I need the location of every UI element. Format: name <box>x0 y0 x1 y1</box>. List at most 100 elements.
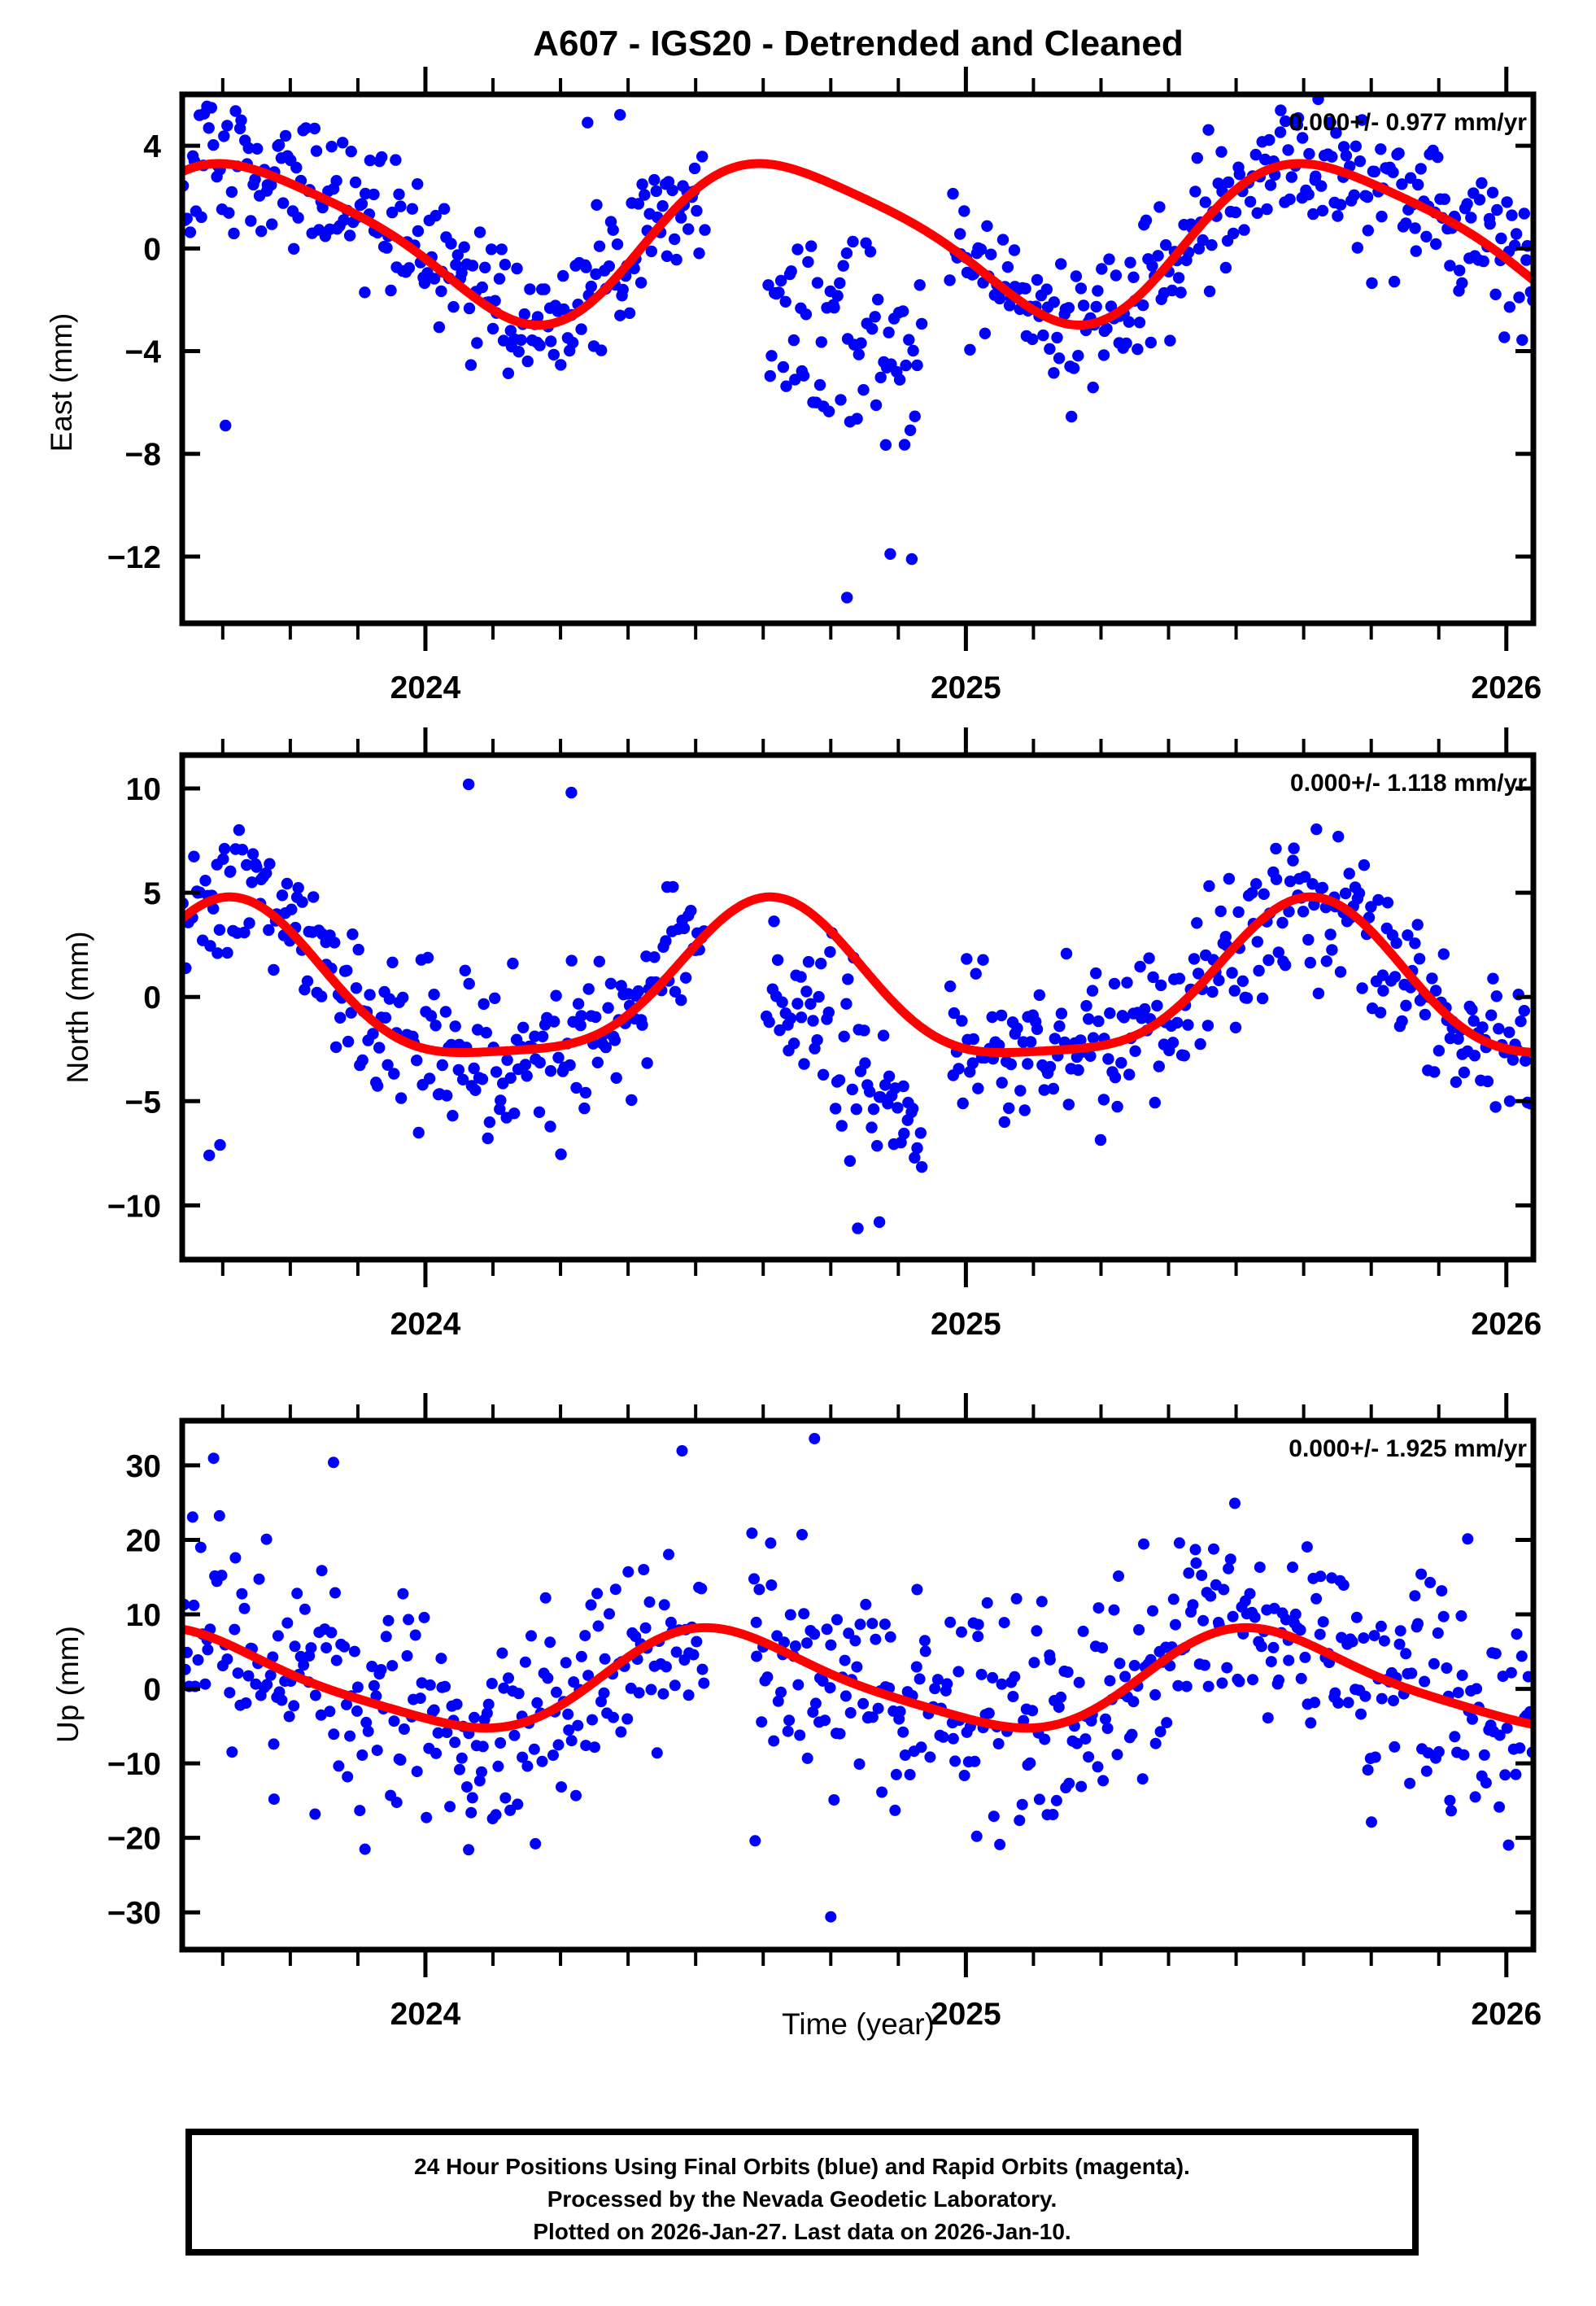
data-point <box>867 1103 880 1116</box>
data-point <box>578 1102 591 1115</box>
data-point <box>286 903 298 915</box>
data-point <box>1480 1777 1492 1788</box>
data-point <box>1224 1553 1236 1566</box>
data-point <box>229 1623 241 1636</box>
data-point <box>1007 1691 1019 1702</box>
data-point <box>911 1142 923 1155</box>
data-point <box>441 1727 453 1739</box>
data-point <box>1466 1003 1478 1015</box>
data-point <box>334 1011 347 1024</box>
data-point <box>1040 283 1053 295</box>
data-point <box>947 187 959 200</box>
data-point <box>1305 1717 1317 1729</box>
data-point <box>531 1697 543 1709</box>
data-point <box>585 280 597 293</box>
data-point <box>890 1768 902 1780</box>
data-point <box>1086 985 1099 997</box>
data-point <box>382 1614 395 1627</box>
data-point <box>1478 1749 1490 1761</box>
data-point <box>817 1068 830 1081</box>
data-point <box>260 867 273 880</box>
data-point <box>471 337 483 349</box>
data-point <box>1354 155 1367 168</box>
data-point <box>292 212 304 224</box>
data-point <box>466 1792 478 1804</box>
data-point <box>638 1564 650 1575</box>
data-point <box>864 246 877 258</box>
data-point <box>844 1707 857 1719</box>
data-point <box>874 371 887 384</box>
data-point <box>228 227 240 240</box>
seasonal-model-line <box>182 1622 1533 1733</box>
data-point <box>860 1598 872 1610</box>
data-point <box>1118 1011 1131 1024</box>
data-point <box>1146 260 1158 272</box>
data-point <box>383 993 396 1005</box>
data-point <box>1515 1650 1528 1662</box>
data-point <box>469 1711 480 1723</box>
data-point <box>772 1695 784 1707</box>
data-point <box>1110 269 1123 282</box>
data-point <box>1284 876 1297 888</box>
data-point <box>634 277 648 289</box>
data-point <box>1454 264 1466 277</box>
data-point <box>1288 842 1300 854</box>
data-point <box>1489 1648 1502 1660</box>
data-point <box>1172 1679 1184 1692</box>
data-point <box>789 1640 801 1652</box>
data-point <box>1444 260 1456 272</box>
data-point <box>784 1609 796 1621</box>
x-tick-label: 2024 <box>390 1307 461 1342</box>
data-point <box>941 1678 953 1690</box>
data-point <box>418 1611 430 1623</box>
data-point <box>264 1669 277 1681</box>
data-point <box>309 1808 321 1820</box>
data-point <box>1062 302 1075 314</box>
data-point <box>844 1155 857 1168</box>
y-tick-label: 4 <box>143 129 161 164</box>
data-point <box>593 955 605 967</box>
data-point <box>1114 1657 1126 1670</box>
plot-area-north <box>182 778 1533 1234</box>
data-point <box>852 1222 864 1234</box>
data-point <box>977 954 989 966</box>
data-point <box>518 308 530 321</box>
data-point <box>643 1596 656 1608</box>
data-point <box>587 1714 598 1726</box>
data-point <box>299 1603 311 1615</box>
data-point <box>1005 1058 1018 1071</box>
data-point <box>607 224 619 236</box>
data-point <box>245 215 257 227</box>
data-point <box>1301 1541 1313 1553</box>
data-point <box>1206 985 1219 998</box>
data-point <box>477 1740 489 1753</box>
data-point <box>1353 887 1366 900</box>
data-point <box>321 1642 333 1654</box>
data-point <box>1079 1733 1092 1745</box>
data-point <box>765 1579 778 1591</box>
data-point <box>918 1635 931 1647</box>
data-point <box>398 1723 410 1735</box>
data-point <box>911 359 923 372</box>
data-point <box>1368 1630 1380 1642</box>
data-point <box>307 891 320 903</box>
data-point <box>1051 331 1063 344</box>
data-point <box>841 592 853 604</box>
data-point <box>775 1686 787 1698</box>
data-point <box>301 975 314 988</box>
data-point <box>813 990 825 1003</box>
data-point <box>582 983 595 995</box>
data-point <box>1152 250 1164 262</box>
data-point <box>802 955 815 968</box>
data-point <box>1229 1021 1242 1034</box>
data-point <box>1072 1063 1084 1077</box>
data-point <box>575 1650 587 1662</box>
data-point <box>309 1689 321 1701</box>
y-tick-label: 10 <box>126 772 161 807</box>
data-point <box>1412 178 1424 191</box>
data-point <box>375 1664 387 1675</box>
data-point <box>1510 1768 1522 1780</box>
panel-up: 30 20 10 0 −10 −20 −30 2024 2025 2026 Up (mm) 0.000… <box>51 1393 1541 2032</box>
data-point <box>870 1633 882 1645</box>
data-point <box>1400 1648 1412 1660</box>
